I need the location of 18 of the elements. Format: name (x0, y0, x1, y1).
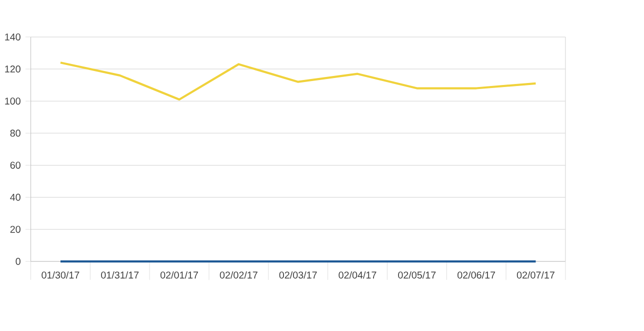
y-tick-label: 60 (10, 162, 20, 169)
y-tick-label: 120 (5, 66, 20, 73)
x-tick-label: 02/03/17 (279, 271, 317, 279)
x-tick-label: 02/05/17 (398, 271, 436, 279)
x-tick-label: 01/30/17 (42, 271, 80, 279)
x-tick-label: 02/02/17 (220, 271, 258, 279)
y-tick-label: 80 (10, 130, 20, 137)
y-tick-label: 140 (5, 34, 20, 41)
y-tick-label: 20 (10, 226, 20, 233)
x-tick-label: 01/31/17 (101, 271, 139, 279)
x-tick-label: 02/06/17 (458, 271, 496, 279)
y-tick-label: 100 (5, 98, 20, 105)
y-tick-label: 40 (10, 194, 20, 201)
x-tick-label: 02/04/17 (338, 271, 376, 279)
x-tick-label: 02/01/17 (160, 271, 198, 279)
line-series (59, 62, 537, 101)
y-tick-label: 0 (16, 258, 20, 266)
x-tick-label: 02/07/17 (516, 271, 554, 279)
